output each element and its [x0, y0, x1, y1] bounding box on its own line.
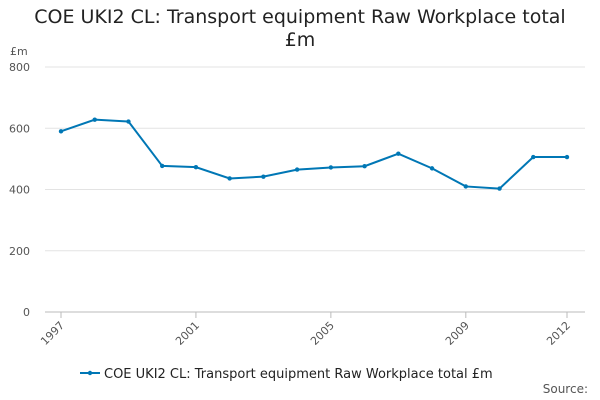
y-tick-label: 600 — [9, 122, 30, 135]
point — [396, 151, 401, 156]
point — [126, 119, 131, 124]
y-axis-label: £m — [10, 45, 28, 58]
chart-title: COE UKI2 CL: Transport equipment Raw Wor… — [34, 6, 566, 51]
point — [92, 117, 97, 122]
point — [531, 154, 536, 160]
point — [160, 163, 165, 169]
x-tick-label: 1997 — [38, 319, 67, 348]
point — [362, 164, 367, 169]
point — [564, 154, 570, 160]
y-tick-label: 400 — [9, 184, 30, 197]
point — [227, 176, 232, 181]
point — [294, 167, 300, 172]
x-tick-label: 2012 — [544, 319, 573, 348]
x-tick-label: 2005 — [308, 319, 337, 348]
point — [463, 184, 468, 189]
point — [58, 129, 64, 134]
legend-label: COE UKI2 CL: Transport equipment Raw Wor… — [104, 367, 493, 382]
y-tick-label: 800 — [9, 61, 30, 74]
legend-marker — [87, 370, 93, 376]
point — [193, 164, 199, 170]
x-tick-label: 2001 — [173, 319, 202, 348]
point — [497, 186, 502, 191]
point — [328, 165, 334, 170]
point — [261, 174, 266, 179]
source: Source: — [543, 382, 588, 396]
point — [429, 166, 435, 171]
line — [60, 118, 567, 190]
y-tick-label: 200 — [9, 245, 30, 258]
x-tick-label: 2009 — [443, 319, 472, 348]
y-tick-label: 0 — [23, 306, 30, 319]
